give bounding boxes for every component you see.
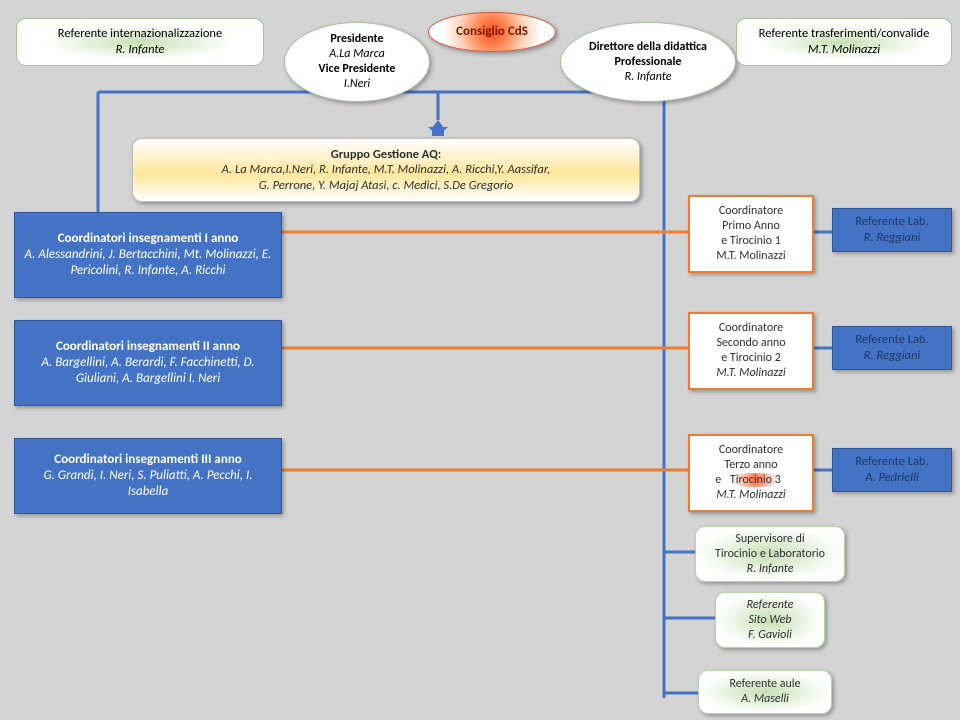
box-referente-lab-2: Referente Lab. R. Reggiani: [832, 326, 952, 370]
title: Referente internazionalizzazione: [25, 26, 255, 42]
oval-internazionalizzazione: Referente internazionalizzazione R. Infa…: [16, 18, 264, 66]
box-coord-anno-1: Coordinatore Primo Anno e Tirocinio 1 M.…: [688, 195, 814, 273]
box-referente-lab-3: Referente Lab. A. Pedrielli: [832, 448, 952, 492]
box-supervisore-tirocinio: Supervisore di Tirocinio e Laboratorio R…: [695, 526, 845, 582]
box-coord-insegnamenti-1: Coordinatori insegnamenti I anno A. Ales…: [14, 212, 282, 298]
box-coord-insegnamenti-2: Coordinatori insegnamenti II anno A. Bar…: [14, 320, 282, 406]
person: R. Infante: [25, 42, 255, 58]
box-referente-sito-web: Referente Sito Web F. Gavioli: [715, 592, 825, 648]
box-referente-aule: Referente aule A. Maselli: [698, 670, 832, 714]
box-coord-insegnamenti-3: Coordinatori insegnamenti III anno G. Gr…: [14, 438, 282, 514]
box-gruppo-aq: Gruppo Gestione AQ: A. La Marca,I.Neri, …: [132, 138, 640, 202]
box-referente-lab-1: Referente Lab. R. Reggiani: [832, 208, 952, 252]
box-coord-anno-2: Coordinatore Secondo anno e Tirocinio 2 …: [688, 312, 814, 390]
oval-direttore: Direttore della didattica Professionale …: [560, 22, 736, 102]
box-coord-anno-3: Coordinatore Terzo anno e Tirocinio 3 M.…: [688, 434, 814, 512]
oval-consiglio: Consiglio CdS: [428, 12, 556, 52]
oval-presidente: Presidente A.La Marca Vice Presidente I.…: [284, 22, 430, 102]
oval-trasferimenti: Referente trasferimenti/convalide M.T. M…: [736, 18, 952, 66]
